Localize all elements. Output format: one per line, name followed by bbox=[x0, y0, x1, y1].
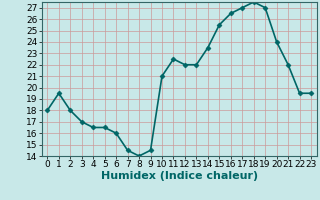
X-axis label: Humidex (Indice chaleur): Humidex (Indice chaleur) bbox=[100, 171, 258, 181]
